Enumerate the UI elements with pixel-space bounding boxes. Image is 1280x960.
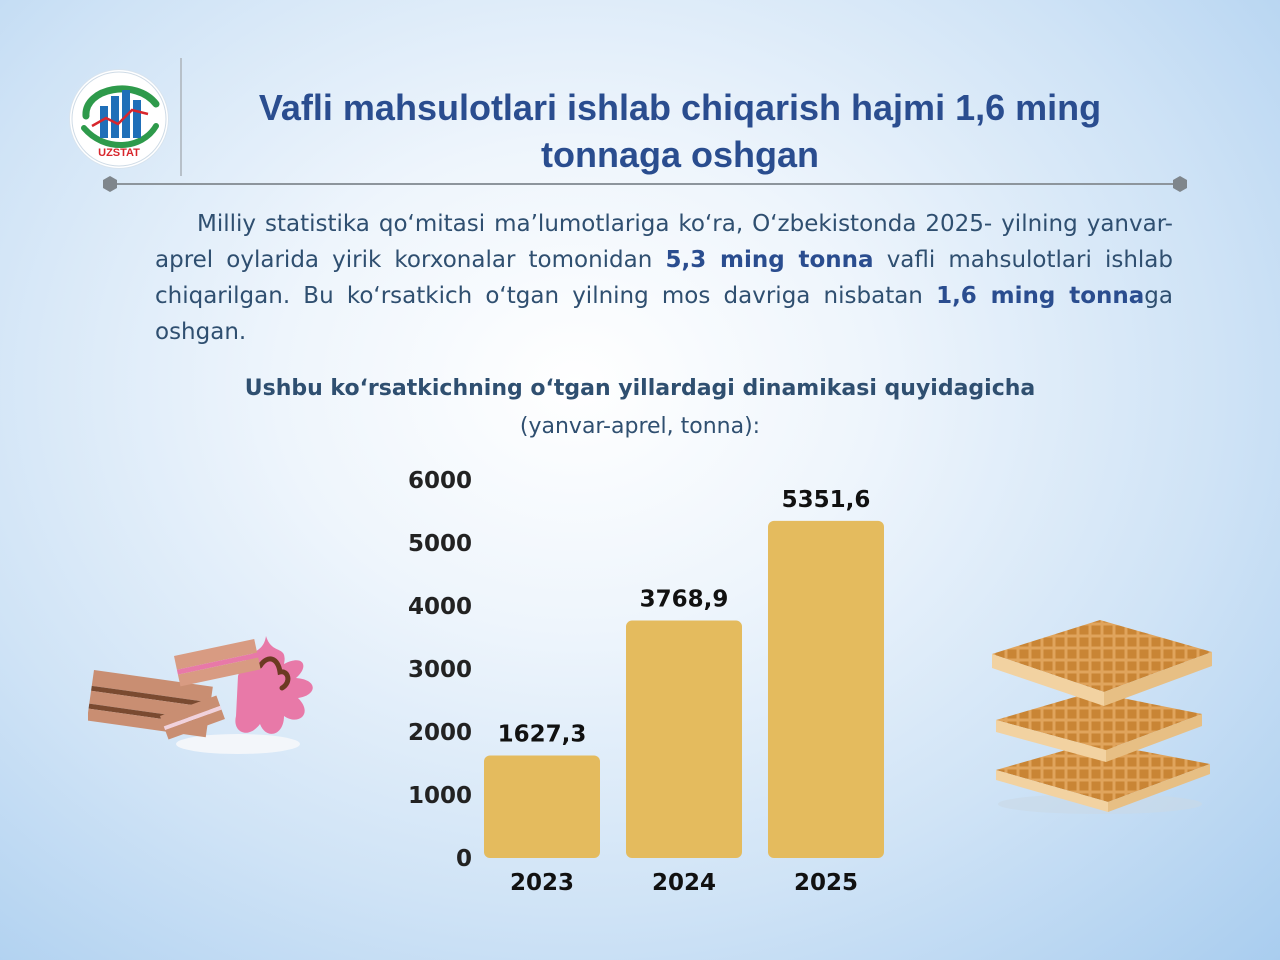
y-tick-label: 3000 xyxy=(408,657,472,683)
bar xyxy=(626,620,742,858)
header-divider-horizontal xyxy=(103,176,1187,192)
x-tick-label: 2025 xyxy=(794,870,858,896)
page-title: Vafli mahsulotlari ishlab chiqarish hajm… xyxy=(258,87,1102,175)
intro-highlight-1: 5,3 ming tonna xyxy=(665,247,874,273)
chocolate-wafer-illustration xyxy=(86,636,338,770)
uzstat-logo: UZSTAT xyxy=(70,70,168,168)
y-tick-label: 1000 xyxy=(408,783,472,809)
bar-value-label: 1627,3 xyxy=(498,721,587,747)
bar xyxy=(768,520,884,858)
y-tick-label: 2000 xyxy=(408,720,472,746)
chart-unit-note: (yanvar-aprel, tonna): xyxy=(519,414,761,439)
y-tick-label: 0 xyxy=(456,846,472,872)
x-tick-label: 2024 xyxy=(652,870,716,896)
intro-paragraph: Milliy statistika qo‘mitasi ma’lumotlari… xyxy=(155,206,1173,350)
chart-subtitle: Ushbu ko‘rsatkichning o‘tgan yillardagi … xyxy=(244,376,1036,401)
y-tick-label: 6000 xyxy=(408,468,472,494)
intro-highlight-2: 1,6 ming tonna xyxy=(936,283,1145,309)
y-tick-label: 5000 xyxy=(408,531,472,557)
header-divider-vertical xyxy=(180,58,182,176)
intro-text-3: ga oshgan. xyxy=(155,283,1173,345)
bar-value-label: 5351,6 xyxy=(782,487,871,513)
bar-value-label: 3768,9 xyxy=(640,587,729,613)
bar xyxy=(484,755,600,858)
y-tick-label: 4000 xyxy=(408,594,472,620)
intro-text-2: vafli mahsulotlari ishlab chiqarilgan. B… xyxy=(155,247,1173,309)
bar-chart: 0 1000 2000 3000 4000 5000 6000 1627,3 2023 3768,… xyxy=(408,468,884,896)
logo-text: UZSTAT xyxy=(98,147,140,159)
intro-text-1: Milliy statistika qo‘mitasi ma’lumotlari… xyxy=(155,211,1173,273)
x-tick-label: 2023 xyxy=(510,870,574,896)
wafer-stack-illustration xyxy=(982,612,1222,826)
